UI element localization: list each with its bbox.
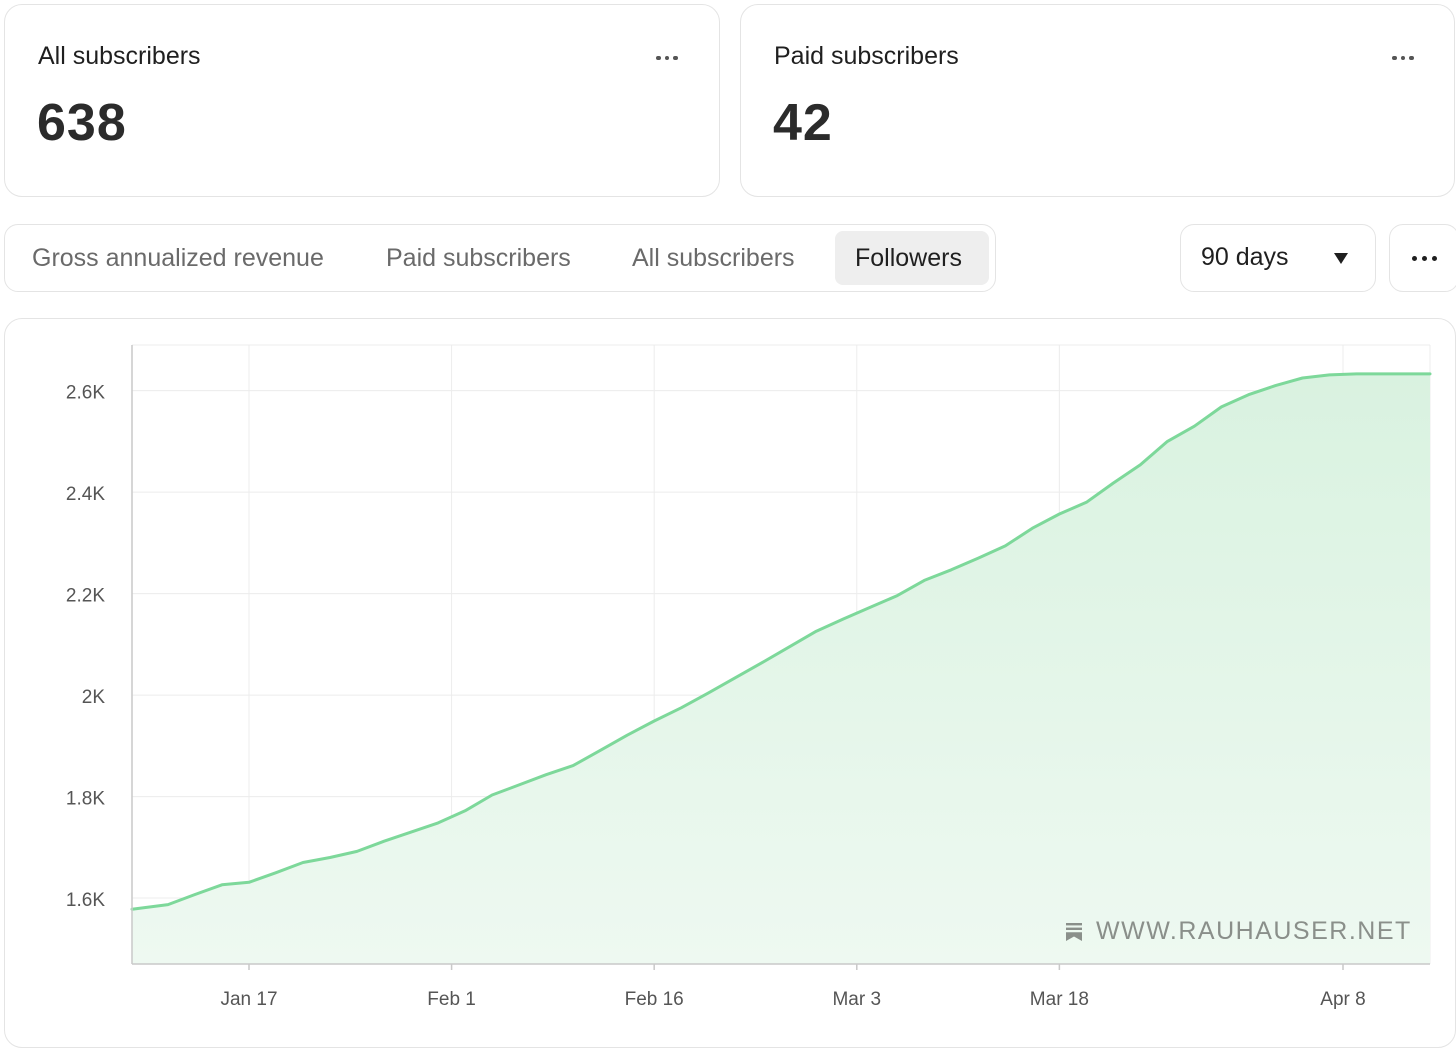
date-range-select[interactable]: 90 days bbox=[1180, 224, 1376, 292]
paid-subscribers-value: 42 bbox=[773, 94, 833, 152]
all-subscribers-card: All subscribers 638 bbox=[4, 4, 720, 197]
more-horizontal-icon bbox=[1411, 255, 1417, 261]
paid-subscribers-label: Paid subscribers bbox=[774, 42, 959, 70]
followers-chart: 1.6K 1.8K 2K 2.2K 2.4K 2.6K Jan 17 Feb 1 Feb 16 M… bbox=[66, 344, 1432, 1010]
followers-chart-card: 1.6K 1.8K 2K 2.2K 2.4K 2.6K Jan 17 Feb 1 Feb 16 M… bbox=[4, 318, 1456, 1048]
y-tick-label: 2K bbox=[82, 687, 106, 708]
x-tick-label: Apr 8 bbox=[1320, 989, 1365, 1010]
followers-area-fill bbox=[132, 373, 1430, 964]
x-tick-label: Feb 16 bbox=[625, 989, 684, 1010]
y-tick-label: 1.8K bbox=[66, 789, 105, 810]
tab-all-subscribers[interactable]: All subscribers bbox=[632, 244, 795, 272]
watermark: WWW.RAUHAUSER.NET bbox=[1066, 917, 1412, 946]
watermark-text: WWW.RAUHAUSER.NET bbox=[1096, 917, 1412, 945]
date-range-value: 90 days bbox=[1201, 243, 1289, 271]
y-tick-label: 2.2K bbox=[66, 586, 105, 607]
x-tick-label: Jan 17 bbox=[220, 989, 277, 1010]
tab-paid-subscribers[interactable]: Paid subscribers bbox=[386, 244, 571, 272]
y-tick-label: 2.4K bbox=[66, 484, 105, 505]
x-tick-label: Mar 18 bbox=[1030, 989, 1089, 1010]
tab-gross-annualized-revenue[interactable]: Gross annualized revenue bbox=[32, 244, 324, 272]
more-horizontal-icon[interactable] bbox=[1381, 43, 1425, 73]
y-tick-label: 1.6K bbox=[66, 890, 105, 911]
more-horizontal-icon[interactable] bbox=[645, 43, 689, 73]
x-tick-label: Feb 1 bbox=[427, 989, 476, 1010]
metric-tab-bar: Gross annualized revenue Paid subscriber… bbox=[4, 224, 996, 292]
all-subscribers-value: 638 bbox=[37, 94, 127, 152]
followers-line bbox=[130, 372, 1432, 911]
caret-down-icon bbox=[1334, 253, 1348, 264]
y-tick-label: 2.6K bbox=[66, 383, 105, 404]
bookmark-icon bbox=[1066, 923, 1082, 941]
x-tick-label: Mar 3 bbox=[832, 989, 881, 1010]
paid-subscribers-card: Paid subscribers 42 bbox=[740, 4, 1455, 197]
all-subscribers-label: All subscribers bbox=[38, 42, 201, 70]
chart-more-button[interactable] bbox=[1389, 224, 1456, 292]
tab-followers[interactable]: Followers bbox=[835, 231, 989, 285]
